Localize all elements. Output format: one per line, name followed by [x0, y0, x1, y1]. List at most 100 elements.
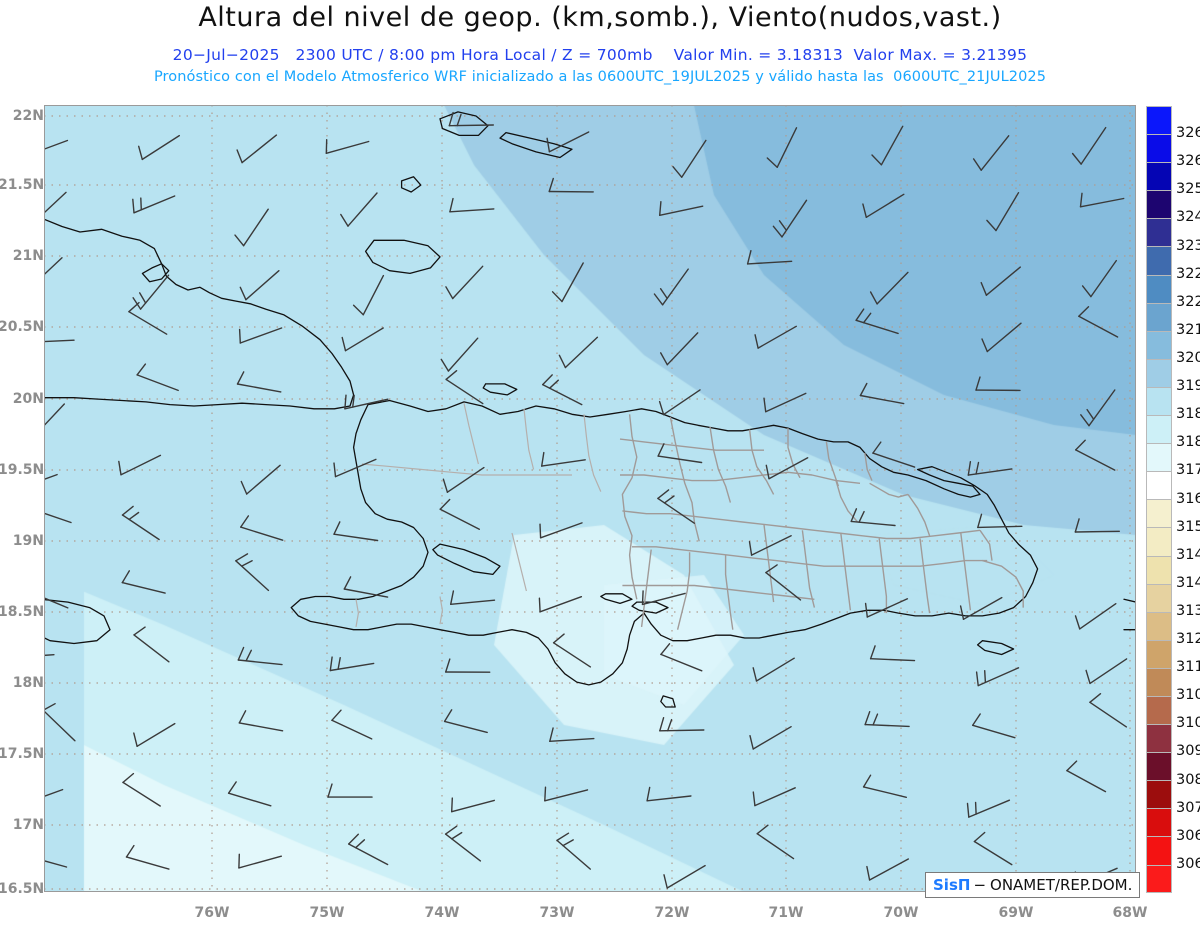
- colorbar-swatch[interactable]: [1146, 443, 1172, 472]
- wind-barb: [340, 192, 378, 227]
- wind-barb: [657, 443, 703, 464]
- wind-barb: [556, 832, 591, 870]
- wind-barb: [325, 139, 370, 154]
- map-plot-area[interactable]: [44, 105, 1136, 892]
- attribution-logo: Sis Π − ONAMET/REP.DOM.: [925, 872, 1141, 898]
- coastline-bahamas-1: [439, 111, 489, 137]
- coastline-jamaica: [44, 598, 111, 645]
- colorbar-swatch[interactable]: [1146, 162, 1172, 191]
- wind-barb: [972, 135, 1010, 171]
- coastline-hispaniola: [290, 399, 1039, 686]
- logo-tt-text: Π: [957, 876, 971, 894]
- colorbar-swatch[interactable]: [1146, 639, 1172, 668]
- coastline-tortuga: [482, 383, 518, 396]
- colorbar-swatch[interactable]: [1146, 611, 1172, 640]
- colorbar-tick-label: 3204: [1176, 349, 1200, 366]
- map-vector-layer: [44, 105, 1136, 892]
- colorbar-swatch[interactable]: [1146, 499, 1172, 528]
- province-boundary: [763, 524, 775, 603]
- wind-barb: [765, 564, 802, 601]
- wind-barb: [121, 505, 160, 541]
- province-boundary: [979, 529, 993, 561]
- wind-barb: [132, 195, 176, 214]
- colorbar-swatch[interactable]: [1146, 330, 1172, 359]
- colorbar-tick-label: 3108: [1176, 687, 1200, 704]
- wind-barb: [866, 858, 909, 881]
- x-axis-tick-label: 69W: [998, 905, 1034, 921]
- y-axis-tick-label: 21N: [12, 248, 44, 264]
- colorbar-swatch[interactable]: [1146, 527, 1172, 556]
- colorbar-tick-label: 3172: [1176, 462, 1200, 479]
- wind-barb: [1079, 192, 1125, 208]
- colorbar-swatch[interactable]: [1146, 583, 1172, 612]
- colorbar-swatch[interactable]: [1146, 471, 1172, 500]
- wind-barb: [440, 337, 479, 372]
- colorbar-swatch[interactable]: [1146, 724, 1172, 753]
- wind-barb: [1071, 126, 1107, 165]
- colorbar-swatch[interactable]: [1146, 386, 1172, 416]
- wind-barb: [331, 709, 373, 740]
- province-boundary: [620, 471, 861, 484]
- coastline-lake-enriquillo: [631, 601, 669, 614]
- wind-barb: [44, 139, 69, 150]
- wind-barb: [137, 134, 181, 161]
- wind-barb: [240, 464, 281, 495]
- wind-barb: [975, 376, 1021, 392]
- province-boundary: [622, 584, 815, 600]
- x-axis-tick-label: 70W: [883, 905, 919, 921]
- province-boundary: [748, 429, 775, 495]
- wind-barb: [239, 515, 284, 541]
- page-title: Altura del nivel de geop. (km,somb.), Vi…: [198, 2, 1002, 33]
- wind-barb: [44, 654, 55, 657]
- province-boundary: [787, 428, 801, 479]
- wind-barb: [348, 833, 389, 866]
- logo-separator: −: [973, 876, 987, 894]
- wind-barb: [133, 626, 170, 663]
- wind-barb: [329, 656, 375, 672]
- colorbar-swatch[interactable]: [1146, 695, 1172, 725]
- colorbar-swatch[interactable]: [1146, 780, 1172, 809]
- x-axis-tick-label: 73W: [539, 905, 575, 921]
- colorbar-swatch[interactable]: [1146, 302, 1172, 331]
- coastline-bahamas-3: [400, 176, 422, 193]
- wind-barb: [238, 327, 283, 344]
- colorbar-tick-label: 3148: [1176, 546, 1200, 563]
- wind-barb-layer: [44, 111, 1128, 889]
- colorbar-swatch[interactable]: [1146, 274, 1172, 303]
- wind-barb: [333, 458, 377, 478]
- wind-barb: [333, 521, 379, 542]
- colorbar-swatch[interactable]: [1146, 106, 1172, 135]
- colorbar-swatch[interactable]: [1146, 667, 1172, 696]
- colorbar-swatch[interactable]: [1146, 134, 1172, 163]
- wind-barb: [44, 257, 63, 276]
- colorbar-swatch[interactable]: [1146, 415, 1172, 444]
- wind-barb: [862, 193, 905, 219]
- wind-barb: [445, 370, 484, 405]
- colorbar-swatch[interactable]: [1146, 555, 1172, 584]
- colorbar-swatch[interactable]: [1146, 864, 1172, 893]
- colorbar-swatch[interactable]: [1146, 836, 1172, 865]
- colorbar-swatch[interactable]: [1146, 808, 1172, 837]
- colorbar-swatch[interactable]: [1146, 190, 1172, 219]
- colorbar-swatch[interactable]: [1146, 246, 1172, 275]
- colorbar-tick-label: 3092: [1176, 743, 1200, 760]
- province-boundary: [619, 438, 764, 451]
- colorbar-swatch[interactable]: [1146, 752, 1172, 781]
- wind-barb: [239, 269, 280, 301]
- wind-barb: [752, 657, 795, 682]
- wind-barb: [44, 703, 76, 742]
- colorbar-tick-label: 3220: [1176, 293, 1200, 310]
- x-axis-tick-label: 76W: [194, 905, 230, 921]
- colorbar-swatch[interactable]: [1146, 358, 1172, 387]
- province-boundary: [632, 546, 988, 567]
- colorbar-swatch[interactable]: [1146, 218, 1172, 247]
- colorbar-tick-label: 3228: [1176, 265, 1200, 282]
- colorbar-tick-label: 3164: [1176, 490, 1200, 507]
- wind-barb: [238, 853, 283, 869]
- x-axis-tick-label: 72W: [654, 905, 690, 921]
- wind-barb: [660, 332, 699, 366]
- colorbar[interactable]: [1146, 106, 1172, 893]
- department-boundary: [463, 403, 479, 465]
- wind-barb: [659, 200, 704, 217]
- wind-barb: [546, 131, 590, 153]
